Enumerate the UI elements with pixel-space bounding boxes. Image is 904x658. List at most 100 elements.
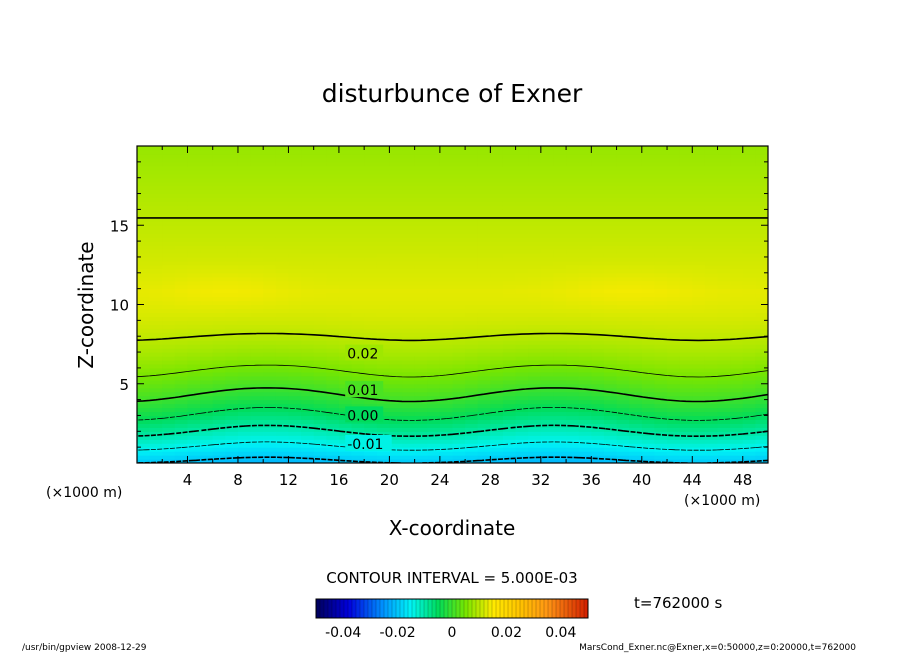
contour-cell	[667, 181, 681, 187]
contour-cell	[528, 391, 542, 397]
contour-cell	[692, 451, 706, 456]
contour-cell	[326, 300, 340, 306]
contour-cell	[553, 260, 567, 266]
contour-cell	[465, 328, 479, 333]
contour-cell	[439, 233, 454, 238]
contour-cell	[187, 356, 201, 361]
contour-cell	[490, 443, 504, 448]
contour-cell	[301, 280, 315, 286]
contour-cell	[376, 391, 390, 397]
contour-cell	[629, 387, 643, 393]
contour-cell	[603, 340, 618, 345]
contour-cell	[578, 185, 592, 191]
contour-cell	[275, 304, 290, 310]
contour-cell	[755, 367, 768, 373]
contour-cell	[326, 415, 340, 421]
contour-cell	[275, 268, 290, 274]
contour-cell	[641, 256, 656, 262]
contour-cell	[200, 419, 214, 424]
contour-cell	[730, 209, 744, 214]
contour-cell	[439, 359, 454, 365]
contour-cell	[288, 292, 302, 298]
contour-cell	[452, 260, 466, 266]
contour-cell	[326, 356, 340, 361]
contour-cell	[641, 173, 656, 179]
contour-cell	[225, 431, 239, 436]
contour-cell	[553, 387, 567, 393]
contour-cell	[755, 213, 768, 218]
contour-cell	[326, 375, 340, 381]
contour-cell	[629, 411, 643, 417]
contour-cell	[679, 161, 693, 167]
contour-cell	[427, 201, 441, 207]
contour-cell	[704, 288, 719, 294]
contour-cell	[755, 431, 768, 436]
contour-cell	[667, 423, 681, 428]
contour-cell	[704, 221, 719, 226]
contour-cell	[704, 387, 719, 393]
contour-cell	[490, 264, 504, 270]
contour-cell	[755, 300, 768, 306]
contour-cell	[540, 399, 555, 405]
contour-cell	[326, 268, 340, 274]
contour-cell	[465, 205, 479, 210]
contour-cell	[465, 249, 479, 254]
colorbar-cell	[408, 599, 413, 618]
contour-cell	[389, 146, 403, 151]
contour-cell	[427, 455, 441, 460]
contour-cell	[540, 320, 555, 325]
contour-cell	[263, 332, 277, 337]
contour-cell	[629, 280, 643, 286]
contour-cell	[250, 256, 264, 262]
contour-cell	[730, 177, 744, 183]
contour-cell	[692, 296, 706, 302]
contour-cell	[629, 451, 643, 456]
contour-cell	[629, 201, 643, 207]
contour-cell	[389, 419, 403, 424]
contour-cell	[692, 288, 706, 294]
contour-cell	[603, 201, 618, 207]
contour-cell	[502, 197, 517, 203]
contour-cell	[679, 292, 693, 298]
contour-cell	[313, 173, 327, 179]
contour-cell	[338, 161, 353, 167]
contour-cell	[667, 221, 681, 226]
contour-cell	[237, 348, 252, 353]
contour-cell	[149, 328, 163, 333]
contour-cell	[376, 264, 390, 270]
contour-cell	[414, 185, 428, 191]
contour-cell	[742, 447, 756, 452]
contour-cell	[654, 391, 668, 397]
contour-cell	[755, 280, 768, 286]
contour-cell	[389, 161, 403, 167]
contour-cell	[603, 217, 618, 222]
contour-cell	[212, 324, 226, 329]
contour-cell	[162, 233, 176, 238]
contour-cell	[465, 423, 479, 428]
contour-cell	[313, 280, 327, 286]
contour-cell	[237, 181, 252, 187]
contour-cell	[692, 407, 706, 413]
contour-cell	[200, 411, 214, 417]
contour-cell	[679, 249, 693, 254]
contour-cell	[439, 439, 454, 444]
contour-cell	[704, 276, 719, 282]
contour-cell	[427, 375, 441, 381]
contour-cell	[490, 153, 504, 159]
contour-cell	[616, 324, 630, 329]
contour-cell	[414, 181, 428, 187]
contour-cell	[465, 276, 479, 282]
contour-cell	[540, 419, 555, 424]
contour-cell	[578, 205, 592, 210]
contour-cell	[641, 328, 656, 333]
contour-cell	[490, 161, 504, 167]
contour-cell	[402, 165, 416, 171]
contour-cell	[187, 165, 201, 171]
contour-cell	[212, 415, 226, 421]
contour-cell	[515, 197, 529, 203]
contour-cell	[250, 451, 264, 456]
contour-cell	[540, 237, 555, 242]
contour-cell	[162, 427, 176, 432]
contour-cell	[225, 340, 239, 345]
contour-cell	[162, 217, 176, 222]
